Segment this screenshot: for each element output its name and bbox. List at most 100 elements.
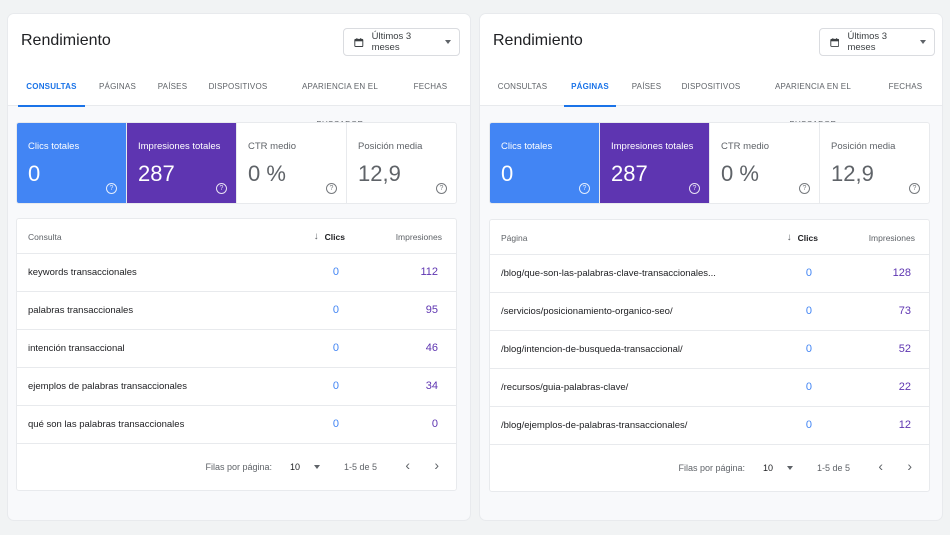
chevron-right-icon[interactable]: › xyxy=(907,458,912,474)
pagination: Filas por página: 10 1-5 de 5 ‹ › xyxy=(490,445,929,489)
chevron-right-icon[interactable]: › xyxy=(434,457,439,473)
table-row[interactable]: /servicios/posicionamiento-organico-seo/… xyxy=(490,293,929,331)
caret-down-icon xyxy=(787,466,793,470)
tab-dispositivos[interactable]: DISPOSITIVOS xyxy=(681,82,741,91)
metric-value: 0 % xyxy=(721,161,759,186)
cell-clicks: 0 xyxy=(332,342,339,354)
table-row[interactable]: /blog/intencion-de-busqueda-transacciona… xyxy=(490,331,929,369)
cell-query: palabras transaccionales xyxy=(28,305,134,316)
help-icon[interactable]: ? xyxy=(436,183,447,194)
metrics-row: Clics totales 0 ? Impresiones totales 28… xyxy=(489,122,930,204)
cell-clicks: 0 xyxy=(332,304,339,316)
metric-label: Impresiones totales xyxy=(138,141,221,152)
table-row[interactable]: qué son las palabras transaccionales 0 0 xyxy=(17,406,456,444)
metric-label: Posición media xyxy=(831,141,896,152)
metric-value: 0 % xyxy=(248,161,286,186)
help-icon[interactable]: ? xyxy=(909,183,920,194)
cell-query: intención transaccional xyxy=(28,343,125,354)
metric-average-ctr[interactable]: CTR medio 0 % ? xyxy=(710,123,820,203)
tab-fechas[interactable]: FECHAS xyxy=(413,82,448,91)
table-row[interactable]: /blog/ejemplos-de-palabras-transaccional… xyxy=(490,407,929,445)
table-row[interactable]: palabras transaccionales 0 95 xyxy=(17,292,456,330)
table-row[interactable]: /recursos/guia-palabras-clave/ 0 22 xyxy=(490,369,929,407)
rows-per-page-select[interactable]: 10 xyxy=(290,462,320,472)
metric-value: 287 xyxy=(138,161,175,186)
cell-clicks: 0 xyxy=(332,418,339,430)
caret-down-icon xyxy=(314,465,320,469)
cell-impressions: 0 xyxy=(431,418,438,430)
page-title: Rendimiento xyxy=(493,32,583,49)
column-header-clicks[interactable]: ↓ Clics xyxy=(787,232,818,243)
metric-average-position[interactable]: Posición media 12,9 ? xyxy=(820,123,929,203)
help-icon[interactable]: ? xyxy=(216,183,227,194)
table-row[interactable]: ejemplos de palabras transaccionales 0 3… xyxy=(17,368,456,406)
table-row[interactable]: intención transaccional 0 46 xyxy=(17,330,456,368)
table-row[interactable]: /blog/que-son-las-palabras-clave-transac… xyxy=(490,255,929,293)
date-range-button[interactable]: Últimos 3 meses xyxy=(343,28,460,56)
rows-per-page-label: Filas por página: xyxy=(678,463,745,473)
panel-header: Rendimiento Últimos 3 meses xyxy=(480,14,942,68)
metric-label: CTR medio xyxy=(721,141,770,152)
dimension-tabs: CONSULTAS PÁGINAS PAÍSES DISPOSITIVOS AP… xyxy=(480,68,942,129)
rows-per-page-select[interactable]: 10 xyxy=(763,463,793,473)
metric-average-ctr[interactable]: CTR medio 0 % ? xyxy=(237,123,347,203)
tab-apariencia[interactable]: APARIENCIA EN EL BUSCADOR xyxy=(302,82,378,129)
metric-total-impressions[interactable]: Impresiones totales 287 ? xyxy=(600,123,710,203)
arrow-down-icon: ↓ xyxy=(786,232,792,243)
cell-page: /blog/ejemplos-de-palabras-transaccional… xyxy=(501,420,688,431)
cell-impressions: 46 xyxy=(425,342,438,354)
table-header: Consulta ↓ Clics Impresiones xyxy=(17,219,456,254)
cell-impressions: 34 xyxy=(425,380,438,392)
tab-paises[interactable]: PAÍSES xyxy=(157,82,188,91)
tab-dispositivos[interactable]: DISPOSITIVOS xyxy=(208,82,268,91)
metric-total-impressions[interactable]: Impresiones totales 287 ? xyxy=(127,123,237,203)
metric-value: 287 xyxy=(611,161,648,186)
metric-value: 0 xyxy=(28,161,41,186)
performance-panel-queries: Rendimiento Últimos 3 meses CONSULTAS PÁ… xyxy=(8,14,470,520)
metric-value: 0 xyxy=(501,161,514,186)
help-icon[interactable]: ? xyxy=(106,183,117,194)
column-header-impressions[interactable]: Impresiones xyxy=(395,232,442,242)
cell-page: /recursos/guia-palabras-clave/ xyxy=(501,382,629,393)
column-header-page[interactable]: Página xyxy=(501,233,528,243)
date-range-button[interactable]: Últimos 3 meses xyxy=(819,28,935,56)
cell-query: keywords transaccionales xyxy=(28,267,137,278)
metrics-row: Clics totales 0 ? Impresiones totales 28… xyxy=(16,122,457,204)
chevron-left-icon[interactable]: ‹ xyxy=(878,458,883,474)
help-icon[interactable]: ? xyxy=(326,183,337,194)
help-icon[interactable]: ? xyxy=(799,183,810,194)
cell-impressions: 52 xyxy=(898,343,911,355)
tab-consultas[interactable]: CONSULTAS xyxy=(18,68,85,107)
tab-apariencia[interactable]: APARIENCIA EN EL BUSCADOR xyxy=(775,82,851,129)
rows-per-page-value: 10 xyxy=(289,462,300,472)
metric-total-clicks[interactable]: Clics totales 0 ? xyxy=(490,123,600,203)
metric-average-position[interactable]: Posición media 12,9 ? xyxy=(347,123,456,203)
table-row[interactable]: keywords transaccionales 0 112 xyxy=(17,254,456,292)
queries-table: Consulta ↓ Clics Impresiones keywords tr… xyxy=(16,218,457,491)
tab-paginas[interactable]: PÁGINAS xyxy=(564,68,616,107)
cell-clicks: 0 xyxy=(332,380,339,392)
page-range: 1-5 de 5 xyxy=(343,462,377,472)
caret-down-icon xyxy=(920,40,926,44)
tab-fechas[interactable]: FECHAS xyxy=(888,82,923,91)
caret-down-icon xyxy=(445,40,451,44)
column-header-clicks[interactable]: ↓ Clics xyxy=(314,231,345,242)
tab-paginas[interactable]: PÁGINAS xyxy=(99,82,136,91)
help-icon[interactable]: ? xyxy=(579,183,590,194)
date-range-label: Últimos 3 meses xyxy=(371,31,412,53)
help-icon[interactable]: ? xyxy=(689,183,700,194)
metric-label: Clics totales xyxy=(501,141,553,152)
column-header-clicks-label: Clics xyxy=(797,232,818,243)
arrow-down-icon: ↓ xyxy=(313,231,319,242)
metric-value: 12,9 xyxy=(831,161,874,186)
metric-total-clicks[interactable]: Clics totales 0 ? xyxy=(17,123,127,203)
column-header-query[interactable]: Consulta xyxy=(28,232,62,242)
column-header-impressions[interactable]: Impresiones xyxy=(868,233,915,243)
metric-label: Posición media xyxy=(358,141,423,152)
cell-clicks: 0 xyxy=(805,419,812,431)
chevron-left-icon[interactable]: ‹ xyxy=(405,457,410,473)
cell-clicks: 0 xyxy=(805,305,812,317)
tab-paises[interactable]: PAÍSES xyxy=(631,82,662,91)
tab-consultas[interactable]: CONSULTAS xyxy=(497,82,548,91)
